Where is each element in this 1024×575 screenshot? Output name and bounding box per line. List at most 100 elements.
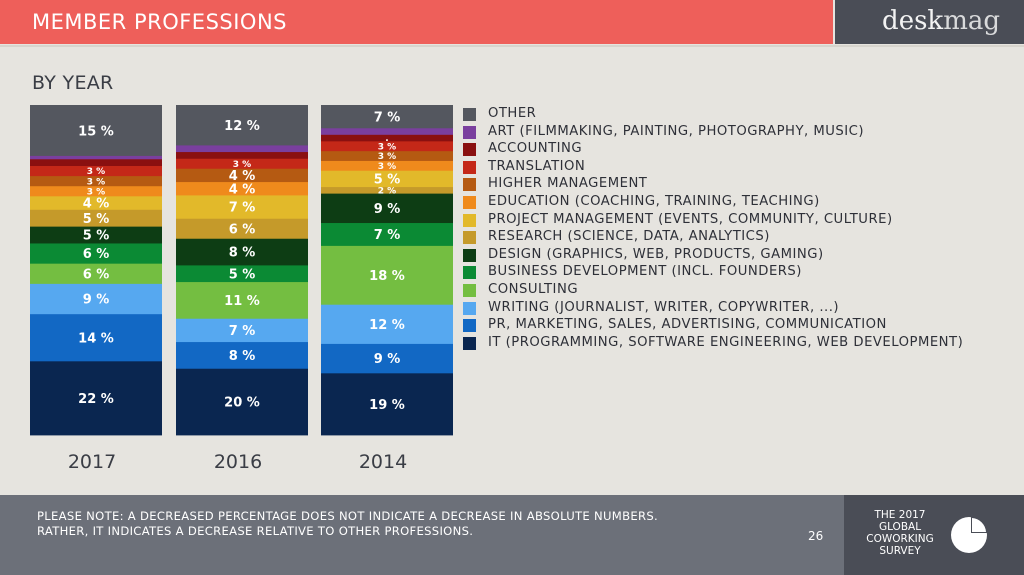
chart-subtitle: BY YEAR — [32, 72, 114, 94]
bar-segment — [176, 145, 308, 153]
data-label: 3 % — [87, 177, 105, 187]
bar-segment — [30, 195, 162, 210]
data-label: 8 % — [229, 349, 256, 364]
bar-segment — [321, 150, 453, 161]
legend-label: RESEARCH (SCIENCE, DATA, ANALYTICS) — [488, 229, 770, 245]
bar-segment — [321, 160, 453, 171]
data-label: 3 % — [378, 152, 396, 162]
legend-item: DESIGN (GRAPHICS, WEB, PRODUCTS, GAMING) — [463, 247, 1013, 264]
legend-item: BUSINESS DEVELOPMENT (INCL. FOUNDERS) — [463, 264, 1013, 281]
legend-item: OTHER — [463, 106, 1013, 123]
data-label: 12 % — [369, 318, 405, 333]
pie-chart-icon — [951, 517, 987, 553]
data-label: 4 % — [83, 197, 110, 212]
bar-segment — [30, 105, 162, 156]
bar-segment — [176, 341, 308, 369]
legend-swatch — [463, 143, 476, 157]
bar-segment — [321, 245, 453, 305]
data-label: 3 % — [233, 160, 251, 170]
legend-swatch — [463, 284, 476, 297]
data-label: 3 % — [378, 162, 396, 172]
legend-label: WRITING (JOURNALIST, WRITER, COPYWRITER,… — [488, 299, 840, 315]
legend-item: IT (PROGRAMMING, SOFTWARE ENGINEERING, W… — [463, 335, 1013, 352]
legend-swatch — [463, 108, 476, 121]
legend-swatch — [463, 125, 476, 139]
legend-swatch — [463, 319, 476, 333]
legend-swatch — [463, 248, 476, 262]
page-title: MEMBER PROFESSIONS — [32, 10, 288, 34]
data-label: 7 % — [374, 228, 401, 243]
bar-segment — [176, 181, 308, 196]
bar-segment — [321, 304, 453, 344]
bar-segment — [30, 158, 162, 167]
legend-label: EDUCATION (COACHING, TRAINING, TEACHING) — [488, 194, 820, 209]
bar-segment — [321, 343, 453, 374]
bar-segment — [30, 209, 162, 227]
legend-item: CONSULTING — [463, 282, 1013, 299]
data-label: 9 % — [374, 352, 401, 367]
bar-segment — [176, 151, 308, 159]
legend-label: IT (PROGRAMMING, SOFTWARE ENGINEERING, W… — [488, 334, 964, 350]
bar-segment — [321, 222, 453, 246]
page-number: 26 — [808, 529, 824, 543]
data-label: 5 % — [83, 212, 110, 227]
bar-segment — [321, 193, 453, 224]
bar-segment — [176, 318, 308, 343]
bar-segment — [30, 360, 162, 436]
data-label: 6 % — [83, 267, 110, 282]
logo-band: deskmag — [835, 0, 1024, 44]
bar-segment — [30, 185, 162, 197]
bar-segment — [30, 165, 162, 177]
legend-swatch — [463, 336, 476, 350]
legend-label: DESIGN (GRAPHICS, WEB, PRODUCTS, GAMING) — [488, 246, 824, 262]
data-label: 3 % — [87, 187, 105, 197]
bar-segment — [321, 170, 453, 188]
bar-segment — [30, 226, 162, 244]
legend-label: ART (FILMMAKING, PAINTING, PHOTOGRAPHY, … — [488, 123, 865, 139]
logo-text-light: mag — [943, 6, 1000, 36]
data-label: 12 % — [224, 119, 260, 134]
title-band: MEMBER PROFESSIONS — [0, 0, 833, 44]
x-tick-label: 2016 — [214, 451, 262, 473]
legend-label: BUSINESS DEVELOPMENT (INCL. FOUNDERS) — [488, 264, 802, 280]
x-tick-label: 2017 — [68, 451, 116, 473]
data-label: 7 % — [229, 324, 256, 339]
legend-item: EDUCATION (COACHING, TRAINING, TEACHING) — [463, 194, 1013, 211]
data-label: 6 % — [229, 222, 256, 237]
legend-label: OTHER — [488, 106, 537, 121]
legend-item: PROJECT MANAGEMENT (EVENTS, COMMUNITY, C… — [463, 212, 1013, 229]
data-label: 14 % — [78, 331, 114, 346]
data-label: 11 % — [224, 294, 260, 309]
logo-text-main: desk — [882, 6, 944, 36]
bar-segment — [30, 283, 162, 315]
data-label: 9 % — [83, 293, 110, 308]
data-label: 9 % — [374, 202, 401, 217]
data-label: 5 % — [374, 173, 401, 188]
data-label: 5 % — [229, 267, 256, 282]
data-label: . — [385, 134, 388, 144]
header-divider — [0, 45, 1024, 47]
data-label: 6 % — [83, 247, 110, 262]
footer-bar: PLEASE NOTE: A DECREASED PERCENTAGE DOES… — [0, 495, 1024, 575]
stacked-bar-chart: 22 %14 %9 %6 %6 %5 %5 %4 %3 %3 %3 %15 %2… — [30, 105, 453, 473]
data-label: 18 % — [369, 269, 405, 284]
data-label: 5 % — [83, 229, 110, 244]
data-label: 8 % — [229, 246, 256, 261]
survey-title: THE 2017 GLOBAL COWORKING SURVEY — [866, 509, 934, 557]
legend-label: ACCOUNTING — [488, 141, 583, 157]
legend-item: PR, MARKETING, SALES, ADVERTISING, COMMU… — [463, 317, 1013, 334]
bar-segment — [176, 158, 308, 169]
bar-segment — [176, 105, 308, 146]
legend-swatch — [463, 160, 476, 174]
x-tick-label: 2014 — [359, 451, 407, 473]
legend-item: HIGHER MANAGEMENT — [463, 176, 1013, 193]
data-label: 19 % — [369, 398, 405, 413]
legend-item: WRITING (JOURNALIST, WRITER, COPYWRITER,… — [463, 300, 1013, 317]
legend-swatch — [463, 213, 476, 227]
data-label: 22 % — [78, 392, 114, 407]
legend-item: RESEARCH (SCIENCE, DATA, ANALYTICS) — [463, 229, 1013, 246]
legend-label: CONSULTING — [488, 282, 579, 297]
bar-segment — [321, 105, 453, 129]
legend-label: HIGHER MANAGEMENT — [488, 176, 648, 192]
bar-segment — [30, 243, 162, 264]
